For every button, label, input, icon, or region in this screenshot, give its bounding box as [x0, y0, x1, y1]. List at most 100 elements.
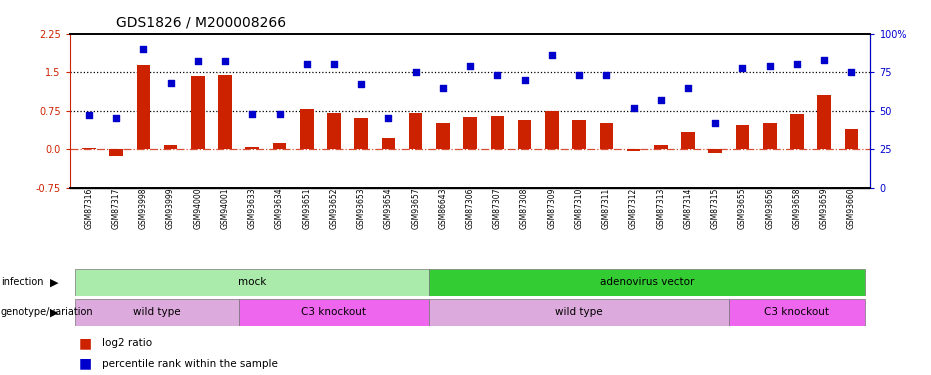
Text: wild type: wild type: [133, 307, 181, 317]
Point: [109, 116, 124, 122]
Bar: [382, 138, 396, 149]
Text: GSM93653: GSM93653: [357, 188, 366, 229]
Point: [245, 111, 260, 117]
Text: GSM87312: GSM87312: [629, 188, 638, 229]
Point: [327, 62, 342, 68]
Bar: [790, 114, 803, 149]
Bar: [464, 117, 477, 149]
Bar: [109, 149, 123, 156]
Point: [190, 58, 205, 64]
Text: ▶: ▶: [49, 307, 59, 317]
Text: GSM93634: GSM93634: [275, 188, 284, 229]
Point: [163, 80, 178, 86]
Text: percentile rank within the sample: percentile rank within the sample: [102, 359, 278, 369]
Point: [463, 63, 478, 69]
Text: GSM93657: GSM93657: [412, 188, 420, 229]
Point: [654, 97, 668, 103]
Text: ■: ■: [79, 357, 92, 371]
Bar: [191, 76, 205, 149]
Text: GSM93656: GSM93656: [765, 188, 775, 229]
Text: GSM87310: GSM87310: [574, 188, 584, 229]
Point: [408, 69, 423, 75]
Text: GSM87314: GSM87314: [683, 188, 693, 229]
Point: [381, 116, 396, 122]
Point: [762, 63, 777, 69]
Text: GSM87308: GSM87308: [520, 188, 529, 229]
Bar: [82, 148, 96, 149]
Bar: [491, 116, 505, 149]
Bar: [817, 95, 831, 149]
Point: [354, 81, 369, 87]
Point: [272, 111, 287, 117]
Point: [545, 52, 560, 58]
Bar: [573, 120, 586, 149]
Point: [844, 69, 859, 75]
Text: ■: ■: [79, 336, 92, 350]
Text: GSM93998: GSM93998: [139, 188, 148, 229]
Bar: [273, 143, 287, 149]
Bar: [681, 132, 695, 149]
Bar: [75, 298, 238, 326]
Point: [490, 72, 505, 78]
Text: wild type: wild type: [555, 307, 603, 317]
Text: mock: mock: [238, 277, 266, 287]
Bar: [600, 123, 614, 149]
Text: GSM93659: GSM93659: [819, 188, 829, 229]
Bar: [708, 149, 722, 153]
Point: [299, 62, 314, 68]
Bar: [762, 123, 776, 149]
Bar: [409, 113, 423, 149]
Text: GSM87316: GSM87316: [85, 188, 93, 229]
Text: adenovirus vector: adenovirus vector: [600, 277, 695, 287]
Text: GSM86643: GSM86643: [439, 188, 448, 229]
Point: [708, 120, 722, 126]
Text: GSM87309: GSM87309: [547, 188, 557, 229]
Bar: [429, 298, 729, 326]
Text: GSM87315: GSM87315: [710, 188, 720, 229]
Point: [136, 46, 151, 52]
Text: GSM93633: GSM93633: [248, 188, 257, 229]
Bar: [429, 268, 865, 296]
Point: [735, 64, 750, 70]
Text: ▶: ▶: [49, 277, 59, 287]
Bar: [75, 268, 429, 296]
Text: GSM94000: GSM94000: [194, 188, 202, 229]
Text: infection: infection: [1, 277, 44, 287]
Text: GSM93652: GSM93652: [330, 188, 339, 229]
Text: GSM87307: GSM87307: [492, 188, 502, 229]
Bar: [300, 109, 314, 149]
Text: genotype/variation: genotype/variation: [1, 307, 93, 317]
Bar: [246, 147, 259, 149]
Text: GSM93999: GSM93999: [166, 188, 175, 229]
Bar: [164, 146, 178, 149]
Bar: [844, 129, 858, 149]
Point: [789, 62, 804, 68]
Bar: [355, 118, 368, 149]
Text: GSM93658: GSM93658: [792, 188, 802, 229]
Bar: [729, 298, 865, 326]
Point: [627, 105, 641, 111]
Text: GSM94001: GSM94001: [221, 188, 230, 229]
Bar: [654, 146, 668, 149]
Text: GSM93651: GSM93651: [303, 188, 311, 229]
Point: [518, 77, 533, 83]
Bar: [218, 75, 232, 149]
Bar: [518, 120, 532, 149]
Text: C3 knockout: C3 knockout: [764, 307, 830, 317]
Point: [599, 72, 614, 78]
Bar: [327, 113, 341, 149]
Text: GSM87313: GSM87313: [656, 188, 666, 229]
Point: [81, 112, 96, 118]
Bar: [137, 64, 150, 149]
Text: GSM93655: GSM93655: [738, 188, 747, 229]
Text: GSM93654: GSM93654: [384, 188, 393, 229]
Point: [218, 58, 233, 64]
Bar: [436, 123, 450, 149]
Bar: [735, 125, 749, 149]
Text: GSM93660: GSM93660: [847, 188, 856, 229]
Text: C3 knockout: C3 knockout: [302, 307, 367, 317]
Text: log2 ratio: log2 ratio: [102, 338, 153, 348]
Text: GDS1826 / M200008266: GDS1826 / M200008266: [116, 16, 287, 30]
Point: [681, 85, 695, 91]
Text: GSM87306: GSM87306: [466, 188, 475, 229]
